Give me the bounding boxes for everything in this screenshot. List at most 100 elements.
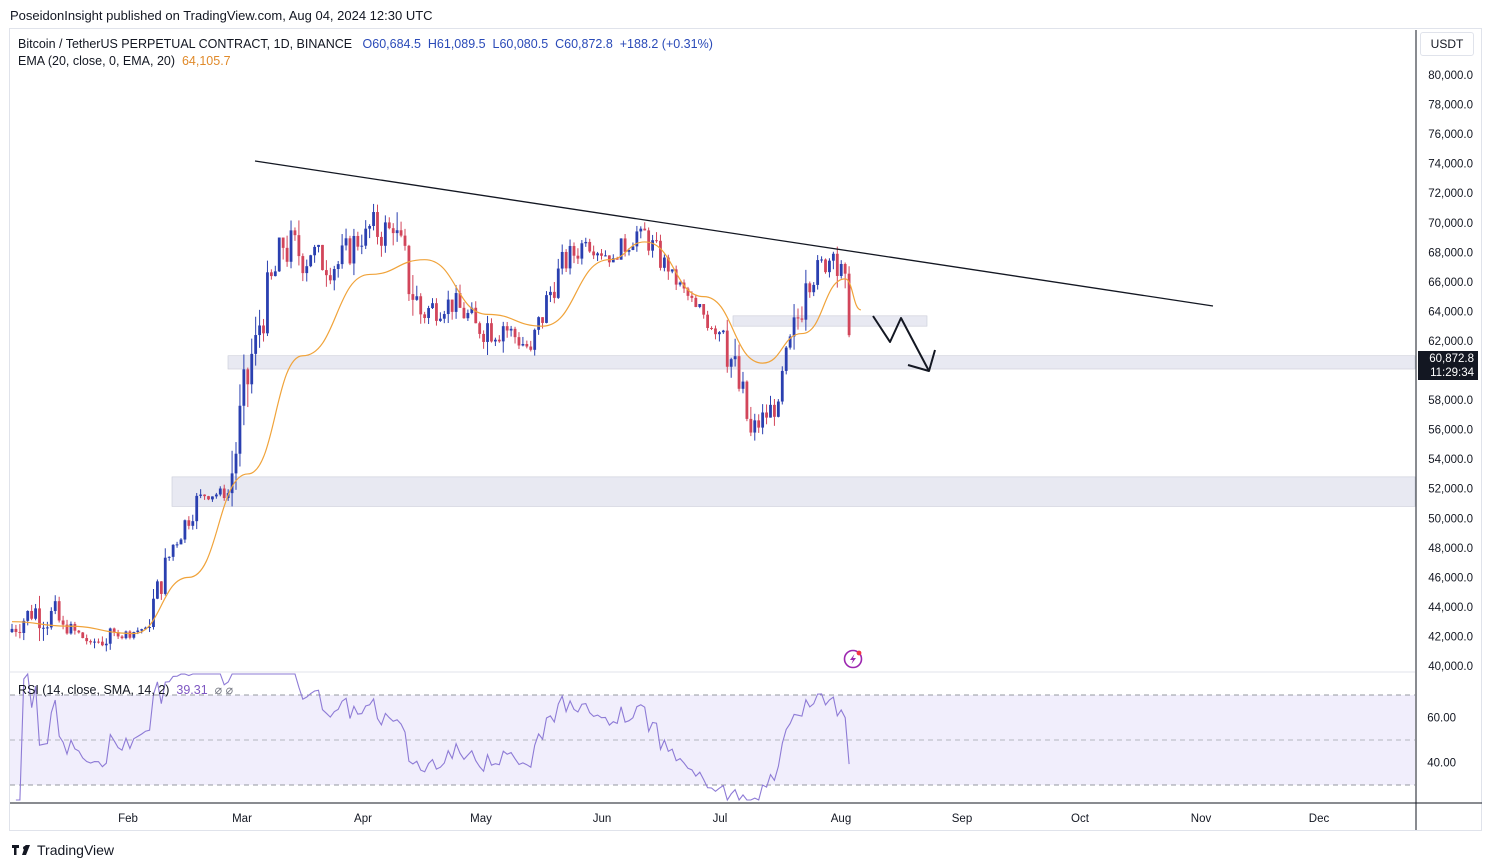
candle-body [497,339,501,342]
candle-body [702,304,706,315]
ema-value: 64,105.7 [181,54,231,68]
candle-body [258,325,261,336]
price-tick-label: 74,000.0 [1428,159,1473,171]
candle-body [199,494,203,496]
candle-body [297,235,301,257]
candle-body [729,359,733,367]
price-tick-label: 52,000.0 [1428,484,1473,496]
support-zones [171,315,1416,507]
candle-body [757,420,761,428]
candle-body [93,641,96,643]
candle-body [136,630,140,632]
price-tick-label: 58,000.0 [1428,395,1473,407]
projection-arrowhead [907,349,936,372]
candle-body [843,263,847,274]
candle-body [525,344,529,347]
candle-body [246,369,250,385]
candle-body [490,323,493,342]
candle-body [572,246,576,256]
candle-body [403,235,407,246]
candle-body [674,269,678,285]
candle-body [541,317,544,323]
candle-body [14,628,18,633]
candle-body [10,628,14,633]
ohlc-close: C60,872.8 [555,37,613,51]
candle-body [313,246,317,256]
candle-body [222,488,226,499]
price-zone [732,315,928,327]
candle-body [828,260,831,273]
candle-body [431,303,434,309]
candle-body [26,610,30,621]
price-tick-label: 80,000.0 [1428,70,1473,82]
candle-body [458,293,462,308]
candle-body [203,494,206,497]
candle-body [753,420,757,433]
price-tick-label: 50,000.0 [1428,513,1473,525]
candle-body [710,327,713,329]
candle-body [521,344,525,346]
candle-body [545,295,548,323]
time-tick-label: Apr [354,813,372,825]
candle-body [53,601,57,611]
time-tick-label: Sep [952,813,972,825]
rsi-value: 39.31 [176,683,208,697]
candle-body [285,247,289,262]
time-axis: Feb Mar Apr May Jun Jul Aug Sep Oct Nov Dec [118,813,1329,825]
time-tick-label: Mar [232,813,252,825]
candle-body [30,610,34,619]
ohlc-change: +188.2 (+0.31%) [619,37,713,51]
price-tick-label: 76,000.0 [1428,129,1473,141]
candle-body [800,318,804,320]
candle-body [100,641,104,646]
candle-body [796,317,800,319]
price-tick-label: 54,000.0 [1428,454,1473,466]
candle-body [835,253,839,276]
candle-body [372,212,375,226]
candle-body [651,240,654,251]
candle-body [501,326,505,342]
tradingview-logo-icon [12,845,30,855]
candle-body [600,253,603,256]
candle-body [38,608,41,629]
candle-body [281,237,285,248]
symbol-label: Bitcoin / TetherUS PERPETUAL CONTRACT, 1… [18,37,353,51]
ohlc-open: O60,684.5 [362,37,421,51]
footer-brand[interactable]: TradingView [10,842,114,858]
candle-body [289,230,293,262]
candle-body [784,347,788,371]
candle-body [132,631,136,638]
last-price-tag: 60,872.8 11:29:34 [1418,351,1478,380]
candle-body [666,257,670,272]
candle-body [627,249,631,252]
candle-body [34,608,37,619]
candle-body [714,328,717,335]
candle-body [175,544,179,546]
chart-frame [9,28,1482,831]
candles [10,203,851,652]
currency-selector[interactable]: USDT [1420,32,1474,56]
candle-body [698,304,702,307]
price-tick-label: 62,000.0 [1428,336,1473,348]
candle-body [22,620,26,634]
candle-body [163,557,167,594]
candle-body [376,212,379,237]
candle-body [340,245,344,265]
ema-label: EMA (20, close, 0, EMA, 20) [18,54,176,68]
candle-body [745,381,749,419]
candle-body [152,598,155,628]
candle-body [254,335,258,354]
candle-body [387,222,391,229]
ema-line [11,241,862,635]
candle-body [820,259,823,261]
price-tick-label: 68,000.0 [1428,247,1473,259]
price-tick-label: 56,000.0 [1428,425,1473,437]
time-tick-label: Dec [1309,813,1330,825]
candle-body [741,381,745,389]
time-tick-label: Jun [593,813,612,825]
candle-body [694,297,698,307]
candle-body [179,539,183,545]
candle-body [556,268,560,298]
candle-body [580,243,584,259]
